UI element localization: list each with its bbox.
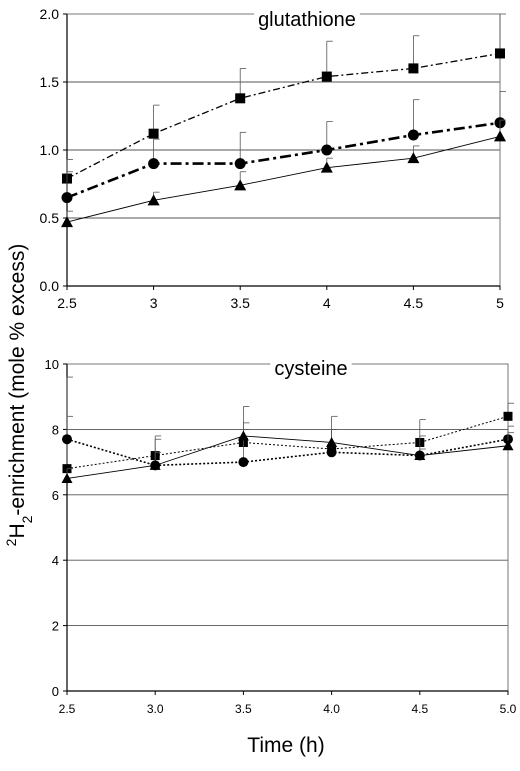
x-tick-label: 2.5 bbox=[59, 702, 76, 716]
data-point-square bbox=[235, 93, 246, 104]
data-point-square bbox=[408, 63, 419, 74]
y-tick-label: 0.5 bbox=[40, 210, 60, 226]
x-tick-label: 3.0 bbox=[147, 702, 164, 716]
series-line-triangle bbox=[66, 135, 501, 223]
title-background bbox=[254, 8, 360, 32]
y-tick-label: 0.0 bbox=[40, 278, 60, 294]
series-line-square bbox=[66, 415, 509, 470]
data-point-triangle bbox=[494, 130, 506, 142]
y-tick-label: 0 bbox=[52, 684, 59, 699]
y-tick-label: 4 bbox=[52, 553, 59, 568]
x-tick-label: 3.5 bbox=[230, 295, 250, 311]
data-point-triangle bbox=[149, 459, 161, 470]
cysteine-chart: 0 2 4 6 8 10 2.5 3.0 3.5 4.0 4.5 5.0 cysteine bbox=[45, 357, 517, 716]
data-point-triangle bbox=[326, 436, 338, 447]
y-tick-label: 1.0 bbox=[40, 142, 60, 158]
y-tick-label: 1.5 bbox=[40, 74, 60, 90]
data-point-triangle bbox=[234, 179, 247, 191]
x-tick-label: 4 bbox=[323, 295, 331, 311]
data-point-triangle bbox=[407, 152, 420, 164]
glutathione-chart: 0.0 0.5 1.0 1.5 2.0 2.5 3 3.5 4 4.5 5 glutathione bbox=[40, 6, 506, 311]
plot-frame bbox=[66, 363, 509, 692]
y-tick-label: 10 bbox=[45, 357, 59, 372]
data-point-square bbox=[495, 48, 505, 59]
data-point-circle bbox=[321, 144, 333, 156]
x-tick-label: 5 bbox=[496, 295, 504, 311]
chart-title: cysteine bbox=[274, 358, 347, 380]
data-point-triangle bbox=[414, 450, 426, 461]
series-line-triangle bbox=[66, 435, 509, 479]
x-tick-label: 4.5 bbox=[411, 702, 428, 716]
x-axis-label: Time (h) bbox=[247, 734, 324, 757]
data-point-circle bbox=[148, 158, 160, 170]
data-point-square bbox=[321, 71, 332, 82]
data-point-circle bbox=[326, 447, 337, 458]
data-point-triangle bbox=[61, 216, 73, 228]
data-point-triangle bbox=[237, 430, 249, 441]
data-point-triangle bbox=[61, 472, 73, 483]
data-point-triangle bbox=[502, 440, 514, 451]
y-tick-label: 2 bbox=[52, 619, 59, 634]
data-point-circle bbox=[234, 158, 246, 170]
x-tick-label: 3.5 bbox=[235, 702, 252, 716]
y-tick-label: 2.0 bbox=[40, 6, 60, 22]
chart-title: glutathione bbox=[258, 9, 356, 31]
y-axis-label: 2H2-enrichment (mole % excess) bbox=[3, 244, 35, 547]
data-point-circle bbox=[61, 192, 73, 204]
series-line-circle bbox=[66, 121, 501, 199]
data-point-triangle bbox=[147, 194, 160, 206]
y-tick-label: 8 bbox=[52, 422, 59, 437]
x-tick-label: 2.5 bbox=[57, 295, 77, 311]
data-point-square bbox=[148, 128, 159, 139]
data-point-circle bbox=[407, 129, 419, 141]
x-tick-label: 4.0 bbox=[323, 702, 340, 716]
y-tick-label: 6 bbox=[52, 488, 59, 503]
data-point-circle bbox=[62, 434, 72, 445]
series-line-circle bbox=[66, 438, 509, 467]
data-point-square bbox=[503, 411, 513, 421]
x-tick-label: 3 bbox=[150, 295, 158, 311]
data-point-circle bbox=[238, 457, 249, 468]
x-tick-label: 5.0 bbox=[500, 702, 517, 716]
title-background bbox=[270, 357, 352, 381]
x-tick-label: 4.5 bbox=[404, 295, 424, 311]
series-line-square bbox=[66, 52, 501, 180]
data-point-triangle bbox=[320, 161, 333, 173]
